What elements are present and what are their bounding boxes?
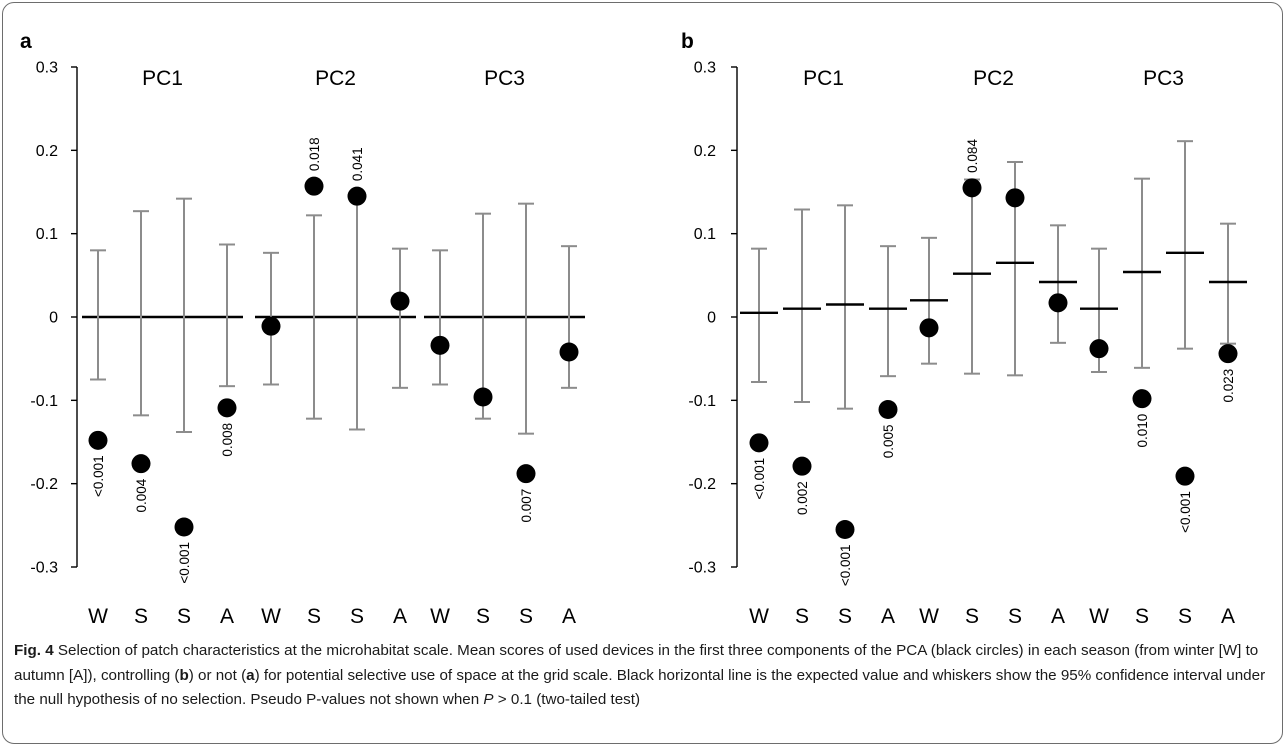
season-label: A	[1221, 605, 1235, 628]
mean-score-point	[878, 400, 898, 419]
season-label: S	[1135, 605, 1149, 628]
caption-text: ) for potential selective use of space a…	[14, 666, 1266, 709]
group-title-pc3: PC3	[1143, 67, 1184, 90]
group-title-pc1: PC1	[142, 67, 183, 90]
mean-score-point	[559, 342, 579, 362]
caption-text: > 0.1 (two-tailed test)	[493, 691, 641, 708]
y-tick-label: -0.1	[30, 393, 58, 410]
y-tick-label: 0.2	[36, 143, 58, 160]
panel-letter: b	[681, 30, 694, 53]
season-label: S	[177, 605, 191, 628]
caption-text: ) or not (	[188, 666, 247, 684]
season-label: S	[476, 605, 490, 628]
p-value-label: 0.005	[881, 425, 896, 459]
panel-b: b0.3 0.2 0.1 0 -0.1 -0.2 -0.3 PC1 <0.001 W 0.002 S <…	[681, 30, 1247, 628]
season-label: W	[749, 605, 769, 628]
season-label: A	[220, 605, 234, 628]
p-value-label: <0.001	[1178, 491, 1193, 533]
season-label: S	[1008, 605, 1022, 628]
group-title-pc2: PC2	[315, 67, 356, 90]
p-value-label: 0.002	[795, 481, 810, 515]
season-label: A	[393, 605, 407, 628]
y-tick-label: 0.3	[36, 60, 58, 77]
mean-score-point	[1175, 466, 1195, 486]
mean-score-point	[217, 398, 237, 418]
caption-text: Selection of patch characteristics at th…	[14, 642, 1259, 684]
mean-score-point	[749, 433, 769, 453]
p-value-label: <0.001	[752, 458, 767, 500]
p-value-label: <0.001	[177, 542, 192, 584]
mean-score-point	[792, 456, 812, 476]
season-label: S	[134, 605, 148, 628]
y-tick-label: 0.3	[694, 60, 716, 77]
y-tick-label: -0.2	[688, 476, 716, 493]
mean-score-point	[1218, 344, 1238, 364]
season-label: W	[430, 605, 450, 628]
mean-score-point	[390, 291, 410, 311]
p-value-label: 0.041	[350, 147, 365, 181]
mean-score-point	[304, 176, 324, 196]
group-title-pc2: PC2	[973, 67, 1014, 90]
p-value-label: 0.023	[1221, 369, 1236, 403]
caption-text: b	[179, 666, 189, 684]
mean-score-point	[516, 464, 536, 484]
season-label: S	[838, 605, 852, 628]
mean-score-point	[1005, 188, 1025, 208]
season-label: S	[307, 605, 321, 628]
y-tick-label: 0.1	[36, 226, 58, 243]
mean-score-point	[962, 178, 982, 198]
p-value-label: 0.008	[220, 423, 235, 457]
mean-score-point	[473, 387, 493, 407]
p-value-label: <0.001	[91, 455, 106, 497]
p-value-label: 0.018	[307, 137, 322, 171]
y-tick-label: -0.2	[30, 476, 58, 493]
caption-fig-label: Fig. 4	[14, 642, 54, 659]
mean-score-point	[347, 186, 367, 206]
season-label: S	[795, 605, 809, 628]
p-value-label: <0.001	[838, 545, 853, 587]
season-label: A	[562, 605, 576, 628]
y-tick-label: 0.2	[694, 143, 716, 160]
season-label: W	[261, 605, 281, 628]
y-tick-label: -0.3	[688, 560, 716, 577]
season-label: S	[350, 605, 364, 628]
caption-text: a	[246, 666, 255, 684]
mean-score-point	[174, 517, 194, 537]
season-label: S	[965, 605, 979, 628]
mean-score-point	[1132, 389, 1152, 409]
panel-a: a0.3 0.2 0.1 0 -0.1 -0.2 -0.3 PC1 <0.001 W 0.004 S <…	[20, 30, 585, 628]
season-label: W	[1089, 605, 1109, 628]
figure-chart: a0.30.20.10-0.1-0.2-0.3PC1<0.001W0.004S<…	[20, 30, 1247, 628]
mean-score-point	[835, 520, 855, 539]
season-label: W	[88, 605, 108, 628]
mean-score-point	[430, 335, 450, 355]
mean-score-point	[919, 318, 939, 338]
mean-score-point	[261, 316, 281, 336]
p-value-label: 0.010	[1135, 414, 1150, 448]
p-value-label: 0.004	[134, 478, 149, 512]
y-tick-label: -0.3	[30, 560, 58, 577]
y-tick-label: -0.1	[688, 393, 716, 410]
season-label: S	[1178, 605, 1192, 628]
p-value-label: 0.007	[519, 489, 534, 523]
y-tick-label: 0	[707, 310, 716, 327]
y-tick-label: 0	[49, 310, 58, 327]
season-label: W	[919, 605, 939, 628]
season-label: S	[519, 605, 533, 628]
y-tick-label: 0.1	[694, 226, 716, 243]
group-title-pc3: PC3	[484, 67, 525, 90]
mean-score-point	[1089, 339, 1109, 359]
group-title-pc1: PC1	[803, 67, 844, 90]
caption-text: P	[483, 691, 494, 708]
mean-score-point	[1048, 293, 1068, 313]
season-label: A	[1051, 605, 1065, 628]
p-value-label: 0.084	[965, 139, 980, 173]
mean-score-point	[131, 454, 151, 474]
panel-letter: a	[20, 30, 32, 53]
season-label: A	[881, 605, 895, 628]
figure-caption: Fig. 4 Selection of patch characteristic…	[14, 639, 1276, 713]
mean-score-point	[88, 430, 108, 450]
